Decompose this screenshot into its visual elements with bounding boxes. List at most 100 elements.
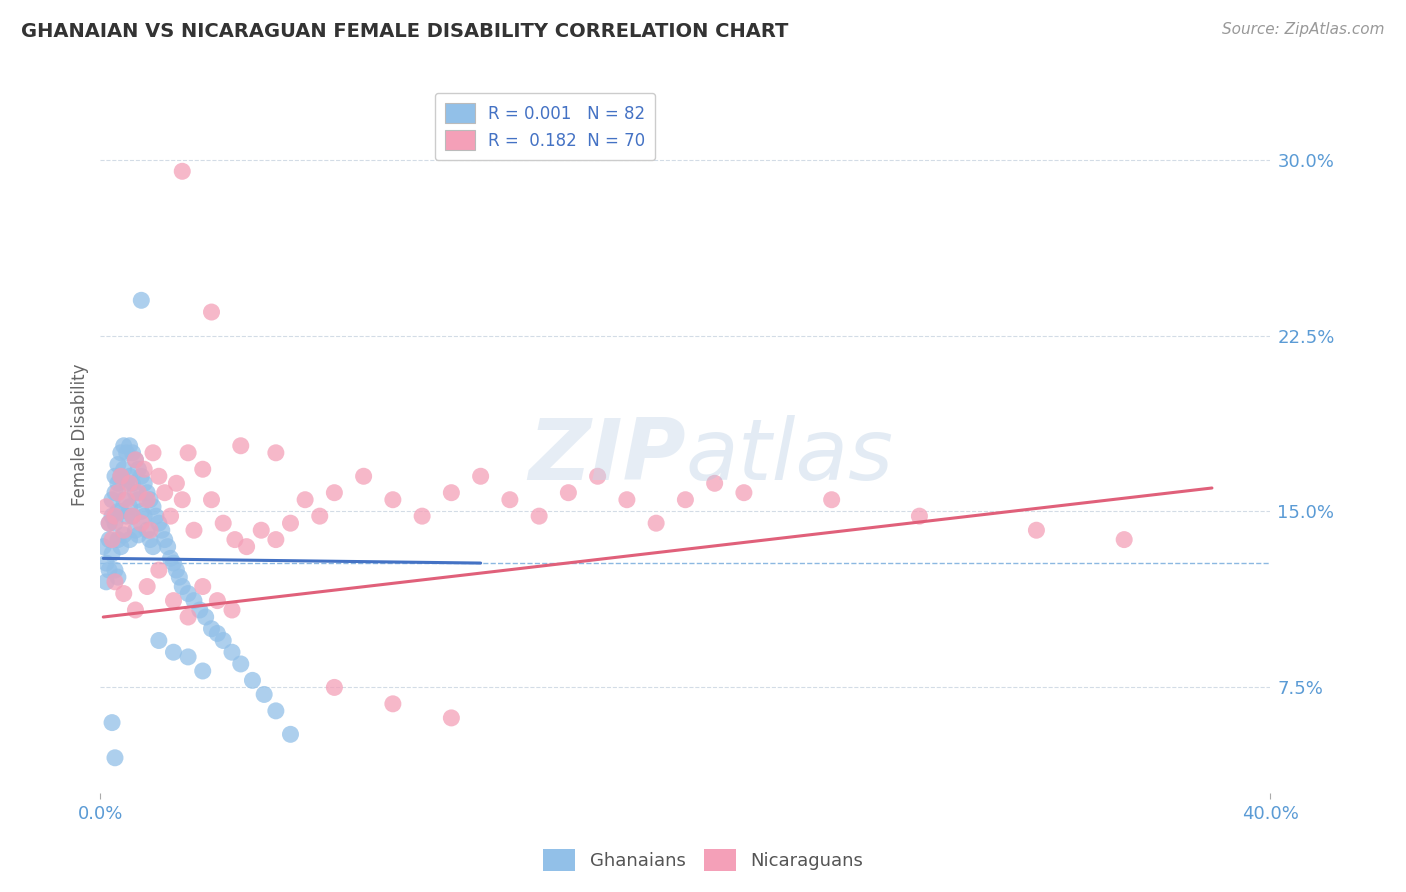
- Point: [177, 586, 200, 600]
- Point: [107, 458, 129, 472]
- Point: [101, 547, 124, 561]
- Point: [294, 492, 316, 507]
- Point: [124, 453, 146, 467]
- Point: [145, 509, 167, 524]
- Point: [212, 516, 235, 531]
- Point: [280, 727, 302, 741]
- Point: [177, 446, 200, 460]
- Point: [673, 492, 696, 507]
- Point: [470, 469, 492, 483]
- Point: [110, 540, 132, 554]
- Point: [411, 509, 433, 524]
- Point: [104, 563, 127, 577]
- Point: [118, 476, 141, 491]
- Point: [98, 563, 121, 577]
- Point: [139, 523, 162, 537]
- Point: [323, 681, 346, 695]
- Point: [127, 528, 149, 542]
- Point: [121, 509, 143, 524]
- Point: [112, 523, 135, 537]
- Point: [229, 657, 252, 671]
- Point: [527, 509, 550, 524]
- Point: [124, 485, 146, 500]
- Point: [124, 523, 146, 537]
- Point: [107, 570, 129, 584]
- Point: [148, 469, 170, 483]
- Point: [118, 469, 141, 483]
- Point: [124, 453, 146, 467]
- Point: [101, 492, 124, 507]
- Point: [381, 492, 404, 507]
- Point: [159, 551, 181, 566]
- Point: [221, 645, 243, 659]
- Point: [131, 504, 153, 518]
- Point: [224, 533, 246, 547]
- Point: [115, 509, 138, 524]
- Point: [200, 305, 222, 319]
- Point: [172, 164, 194, 178]
- Point: [127, 462, 149, 476]
- Point: [703, 476, 725, 491]
- Point: [110, 469, 132, 483]
- Point: [115, 492, 138, 507]
- Point: [159, 509, 181, 524]
- Point: [207, 626, 229, 640]
- Point: [118, 439, 141, 453]
- Point: [353, 469, 375, 483]
- Point: [134, 509, 156, 524]
- Point: [172, 492, 194, 507]
- Point: [131, 293, 153, 308]
- Point: [557, 485, 579, 500]
- Point: [191, 462, 214, 476]
- Point: [191, 664, 214, 678]
- Point: [616, 492, 638, 507]
- Point: [136, 492, 159, 507]
- Point: [112, 528, 135, 542]
- Point: [162, 645, 184, 659]
- Point: [127, 485, 149, 500]
- Point: [183, 593, 205, 607]
- Point: [280, 516, 302, 531]
- Point: [136, 523, 159, 537]
- Point: [645, 516, 668, 531]
- Text: Source: ZipAtlas.com: Source: ZipAtlas.com: [1222, 22, 1385, 37]
- Point: [96, 574, 118, 589]
- Point: [91, 540, 114, 554]
- Point: [112, 462, 135, 476]
- Point: [110, 469, 132, 483]
- Point: [115, 446, 138, 460]
- Point: [134, 476, 156, 491]
- Point: [101, 509, 124, 524]
- Point: [131, 469, 153, 483]
- Point: [139, 492, 162, 507]
- Point: [1114, 533, 1136, 547]
- Point: [118, 533, 141, 547]
- Point: [98, 516, 121, 531]
- Point: [194, 610, 217, 624]
- Point: [104, 509, 127, 524]
- Point: [733, 485, 755, 500]
- Point: [440, 711, 463, 725]
- Point: [96, 556, 118, 570]
- Point: [250, 523, 273, 537]
- Point: [264, 704, 287, 718]
- Point: [162, 556, 184, 570]
- Point: [253, 688, 276, 702]
- Point: [308, 509, 330, 524]
- Point: [172, 580, 194, 594]
- Legend: R = 0.001   N = 82, R =  0.182  N = 70: R = 0.001 N = 82, R = 0.182 N = 70: [434, 93, 655, 161]
- Point: [908, 509, 931, 524]
- Point: [127, 492, 149, 507]
- Point: [134, 462, 156, 476]
- Y-axis label: Female Disability: Female Disability: [72, 364, 89, 507]
- Point: [264, 533, 287, 547]
- Point: [139, 533, 162, 547]
- Point: [101, 715, 124, 730]
- Point: [142, 446, 165, 460]
- Point: [162, 593, 184, 607]
- Point: [207, 593, 229, 607]
- Point: [177, 649, 200, 664]
- Point: [131, 516, 153, 531]
- Point: [153, 533, 176, 547]
- Point: [107, 533, 129, 547]
